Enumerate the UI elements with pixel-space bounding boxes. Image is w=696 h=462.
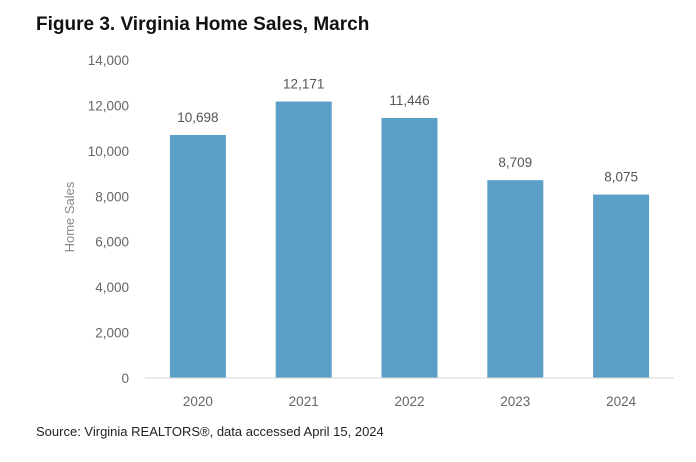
y-tick-label: 4,000 xyxy=(95,280,129,295)
y-tick-label: 12,000 xyxy=(88,98,129,113)
source-note: Source: Virginia REALTORS®, data accesse… xyxy=(36,424,384,439)
data-label: 8,075 xyxy=(604,170,638,185)
data-label: 12,171 xyxy=(283,77,324,92)
x-tick-label: 2024 xyxy=(606,394,637,409)
y-tick-label: 6,000 xyxy=(95,235,129,250)
y-tick-label: 2,000 xyxy=(95,326,129,341)
x-tick-label: 2020 xyxy=(183,394,213,409)
y-tick-label: 0 xyxy=(121,371,129,386)
y-tick-label: 14,000 xyxy=(88,53,129,68)
x-tick-label: 2021 xyxy=(289,394,319,409)
data-label: 8,709 xyxy=(498,155,532,170)
data-labels: 10,698 12,171 11,446 8,709 8,075 xyxy=(177,77,638,185)
bars xyxy=(169,101,650,379)
bar xyxy=(487,180,544,378)
y-tick-label: 10,000 xyxy=(88,144,129,159)
bar-chart: 02,0004,0006,0008,00010,00012,00014,000 … xyxy=(62,53,674,409)
bar xyxy=(169,135,226,378)
bar xyxy=(381,118,438,379)
y-axis-ticks: 0 2,000 4,000 6,000 8,000 10,000 12,000 14,000 xyxy=(88,53,129,386)
bar xyxy=(593,194,650,378)
x-tick-label: 2022 xyxy=(394,394,424,409)
x-tick-label: 2023 xyxy=(500,394,530,409)
y-tick-label: 8,000 xyxy=(95,189,129,204)
x-axis-ticks: 2020 2021 2022 2023 2024 xyxy=(183,394,637,409)
chart-title: Figure 3. Virginia Home Sales, March xyxy=(36,14,370,35)
data-label: 11,446 xyxy=(389,93,429,108)
bar xyxy=(275,101,332,378)
y-axis-label: Home Sales xyxy=(62,181,77,252)
data-label: 10,698 xyxy=(177,110,218,125)
